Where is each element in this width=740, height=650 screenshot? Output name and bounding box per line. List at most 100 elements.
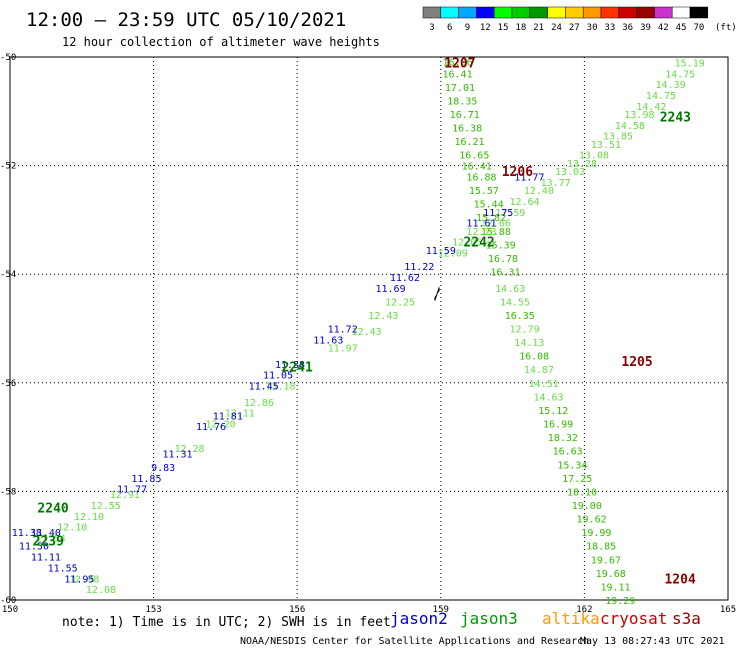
- swh-value-point: 14.58: [615, 121, 645, 132]
- swh-value-point: 12.40: [524, 186, 554, 197]
- swh-value-point: 16.41: [442, 69, 472, 80]
- colorbar-label: 33: [604, 23, 615, 33]
- y-tick-label: -60: [0, 596, 16, 606]
- chart-subtitle: 12 hour collection of altimeter wave hei…: [62, 35, 380, 49]
- swh-value-point: 19.62: [577, 515, 607, 526]
- swh-value-point: 12.08: [86, 585, 116, 596]
- swh-value-point: 19.00: [572, 501, 602, 512]
- swh-value-point: 16.41: [462, 162, 492, 173]
- footer-note: note: 1) Time is in UTC; 2) SWH is in fe…: [62, 615, 391, 630]
- swh-value-point: 11.59: [426, 246, 456, 257]
- swh-value-point: 11.63: [313, 335, 343, 346]
- y-tick-label: -50: [0, 53, 16, 63]
- swh-value-point: 14.63: [533, 392, 563, 403]
- swh-value-point: 13.51: [591, 140, 621, 151]
- swh-value-point: 12.10: [74, 512, 104, 523]
- swh-value-point: 11.61: [466, 219, 496, 230]
- swh-value-point: 14.75: [646, 91, 676, 102]
- colorbar-swatch: [547, 6, 566, 19]
- swh-value-point: 11.55: [48, 563, 78, 574]
- swh-value-point: 17.25: [562, 474, 592, 485]
- swh-value-point: 11.31: [162, 449, 192, 460]
- swh-value-point: 16.88: [466, 172, 496, 183]
- swh-value-point: 11.95: [64, 574, 94, 585]
- swh-value-point: 9.83: [151, 463, 175, 474]
- x-tick-label: 165: [720, 605, 736, 615]
- colorbar-label: 39: [640, 23, 651, 33]
- satellite-legend-entry: jason3: [460, 609, 518, 628]
- swh-value-point: 11.22: [404, 262, 434, 273]
- swh-value-point: 16.63: [553, 447, 583, 458]
- colorbar-label: 12: [480, 23, 491, 33]
- swh-value-point: 11.54: [36, 534, 66, 545]
- swh-value-point: 12.09: [438, 248, 468, 259]
- swh-value-point: 15.34: [557, 460, 587, 471]
- swh-value-point: 15.19: [675, 58, 705, 69]
- swh-value-point: 12.11: [225, 409, 255, 420]
- colorbar-swatch: [618, 6, 637, 19]
- swh-value-point: 12.23: [466, 227, 496, 238]
- satellite-legend-entry: jason2: [390, 609, 448, 628]
- swh-value-point: 11.50: [19, 542, 49, 553]
- colorbar-label: 42: [658, 23, 669, 33]
- grid: [10, 57, 728, 600]
- swh-value-point: 14.39: [656, 80, 686, 91]
- pass-number-label: 2240: [37, 502, 68, 517]
- swh-value-point: 14.75: [665, 69, 695, 80]
- plot-frame: [9, 56, 729, 601]
- swh-value-point: 19.67: [591, 555, 621, 566]
- x-tick-label: 150: [2, 605, 18, 615]
- chart-title: 12:00 – 23:59 UTC 05/10/2021: [26, 9, 346, 31]
- swh-value-point: 16.21: [454, 137, 484, 148]
- swh-value-point: 17.01: [445, 83, 475, 94]
- swh-value-point: 12.64: [510, 197, 540, 208]
- swh-value-point: 15.88: [481, 227, 511, 238]
- x-tick-label: 159: [433, 605, 449, 615]
- pass-number-label: 2241: [282, 361, 313, 376]
- colorbar-swatch: [529, 6, 548, 19]
- y-tick-label: -58: [0, 487, 16, 497]
- footer-credit: NOAA/NESDIS Center for Satellite Applica…: [240, 636, 589, 647]
- colorbar-swatch: [493, 6, 513, 19]
- swh-value-point: 13.28: [567, 159, 597, 170]
- colorbar-swatch: [671, 6, 691, 19]
- pass-number-label: 2243: [660, 111, 691, 126]
- swh-value-point: 11.75: [483, 208, 513, 219]
- swh-value-point: 13.02: [555, 167, 585, 178]
- colorbar-label: 30: [587, 23, 598, 33]
- swh-value-point: 11.69: [375, 284, 405, 295]
- colorbar-swatch: [565, 6, 584, 19]
- swh-value-point: 13.77: [541, 178, 571, 189]
- swh-value-point: 16.71: [450, 110, 480, 121]
- swh-value-point: 11.77: [117, 485, 147, 496]
- colorbar-label: 36: [622, 23, 633, 33]
- y-axis-ticks: -50 -52 -54 -56 -58 -60: [0, 53, 16, 606]
- swh-value-point: 12.79: [510, 325, 540, 336]
- swh-value-point: 13.08: [579, 151, 609, 162]
- swh-value-point: 16.99: [543, 420, 573, 431]
- plot-area: -50 -52 -54 -56 -58 -60 150 153 156 159 162 165 16…: [0, 53, 736, 615]
- pass-number-label: 2242: [463, 236, 494, 251]
- swh-value-point: 12.86: [244, 398, 274, 409]
- y-tick-label: -52: [0, 162, 16, 172]
- swh-value-point: 18.35: [447, 96, 477, 107]
- swh-value-point: 11.05: [263, 371, 293, 382]
- swh-value-point: 12.43: [352, 327, 382, 338]
- swh-value-point: 11.81: [213, 411, 243, 422]
- colorbar-label: 6: [447, 23, 452, 33]
- swh-value-point: 12.05: [452, 238, 482, 249]
- swh-value-point: 11.11: [31, 553, 61, 564]
- swh-value-point: 12.91: [110, 490, 140, 501]
- swh-value-point: 12.25: [385, 297, 415, 308]
- swh-value-point: 12.10: [57, 523, 87, 534]
- swh-value-point: 13.18: [265, 382, 295, 393]
- pass-number-label: 1204: [664, 572, 695, 587]
- swh-value-point: 13.98: [624, 110, 654, 121]
- swh-value-point: 16.08: [519, 352, 549, 363]
- colorbar-swatch: [689, 6, 709, 19]
- colorbar-swatch: [511, 6, 531, 19]
- colorbar-unit: (ft): [715, 23, 737, 33]
- colorbar-swatch: [422, 6, 442, 19]
- x-tick-label: 156: [289, 605, 305, 615]
